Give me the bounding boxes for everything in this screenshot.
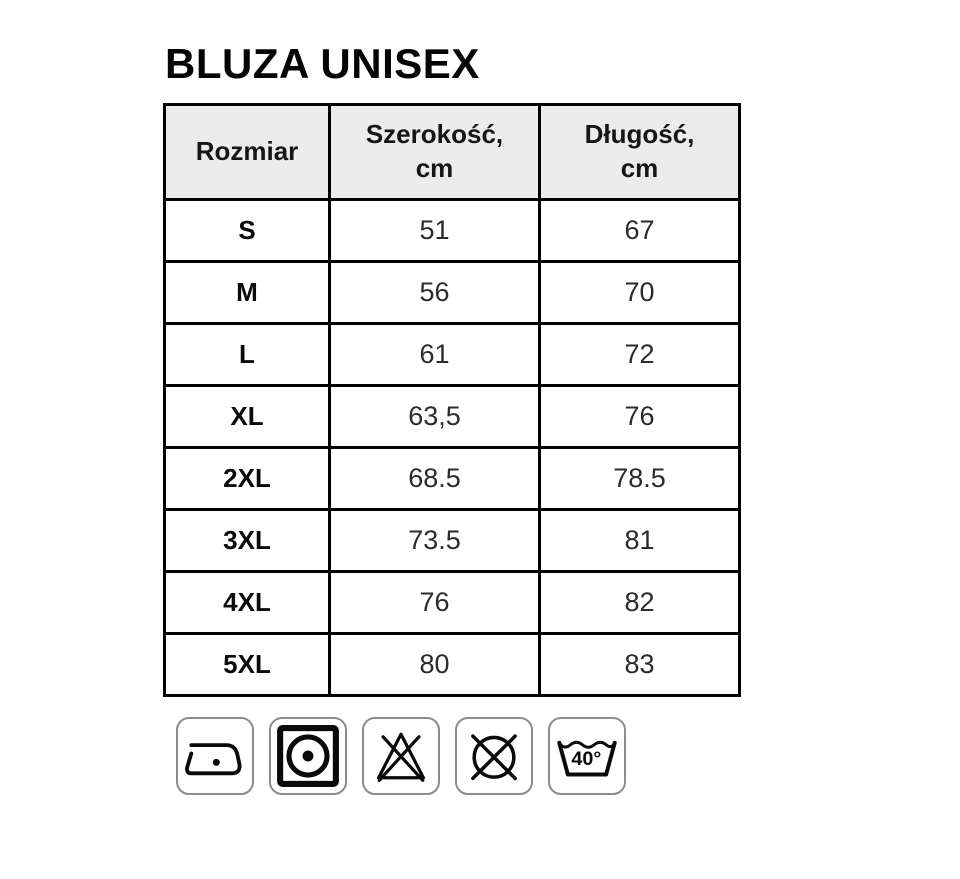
length-cell: 83 [538,632,741,697]
wash-40-icon: 40° [548,717,626,795]
size-cell: XL [163,384,331,449]
size-table: Rozmiar Szerokość, cm Długość, cm S 51 6… [163,103,741,697]
wash-temperature-label: 40° [571,748,601,770]
size-cell: S [163,198,331,263]
size-cell: 5XL [163,632,331,697]
size-cell: 4XL [163,570,331,635]
width-cell: 68.5 [328,446,541,511]
length-cell: 81 [538,508,741,573]
width-cell: 76 [328,570,541,635]
width-cell: 80 [328,632,541,697]
size-cell: M [163,260,331,325]
page-title: BLUZA UNISEX [165,40,480,87]
table-row: XL 63,5 76 [163,384,741,449]
size-cell: 2XL [163,446,331,511]
do-not-bleach-icon [362,717,440,795]
table-row: S 51 67 [163,198,741,263]
width-cell: 63,5 [328,384,541,449]
table-row: L 61 72 [163,322,741,387]
size-chart-sheet: BLUZA UNISEX Rozmiar Szerokość, cm Długo… [163,40,960,795]
do-not-dry-clean-icon [455,717,533,795]
header-dlugosc: Długość, cm [538,103,741,201]
table-row: 3XL 73.5 81 [163,508,741,573]
width-cell: 73.5 [328,508,541,573]
table-row: 5XL 80 83 [163,632,741,697]
length-cell: 78.5 [538,446,741,511]
header-rozmiar: Rozmiar [163,103,331,201]
length-cell: 67 [538,198,741,263]
length-cell: 76 [538,384,741,449]
length-cell: 72 [538,322,741,387]
table-row: 4XL 76 82 [163,570,741,635]
length-cell: 70 [538,260,741,325]
size-cell: 3XL [163,508,331,573]
width-cell: 51 [328,198,541,263]
width-cell: 56 [328,260,541,325]
header-szerokosc: Szerokość, cm [328,103,541,201]
tumble-dry-one-dot-icon [269,717,347,795]
size-cell: L [163,322,331,387]
length-cell: 82 [538,570,741,635]
care-icons-row: 40° [176,717,960,795]
table-row: M 56 70 [163,260,741,325]
table-header-row: Rozmiar Szerokość, cm Długość, cm [163,103,741,201]
table-row: 2XL 68.5 78.5 [163,446,741,511]
iron-one-dot-icon [176,717,254,795]
width-cell: 61 [328,322,541,387]
